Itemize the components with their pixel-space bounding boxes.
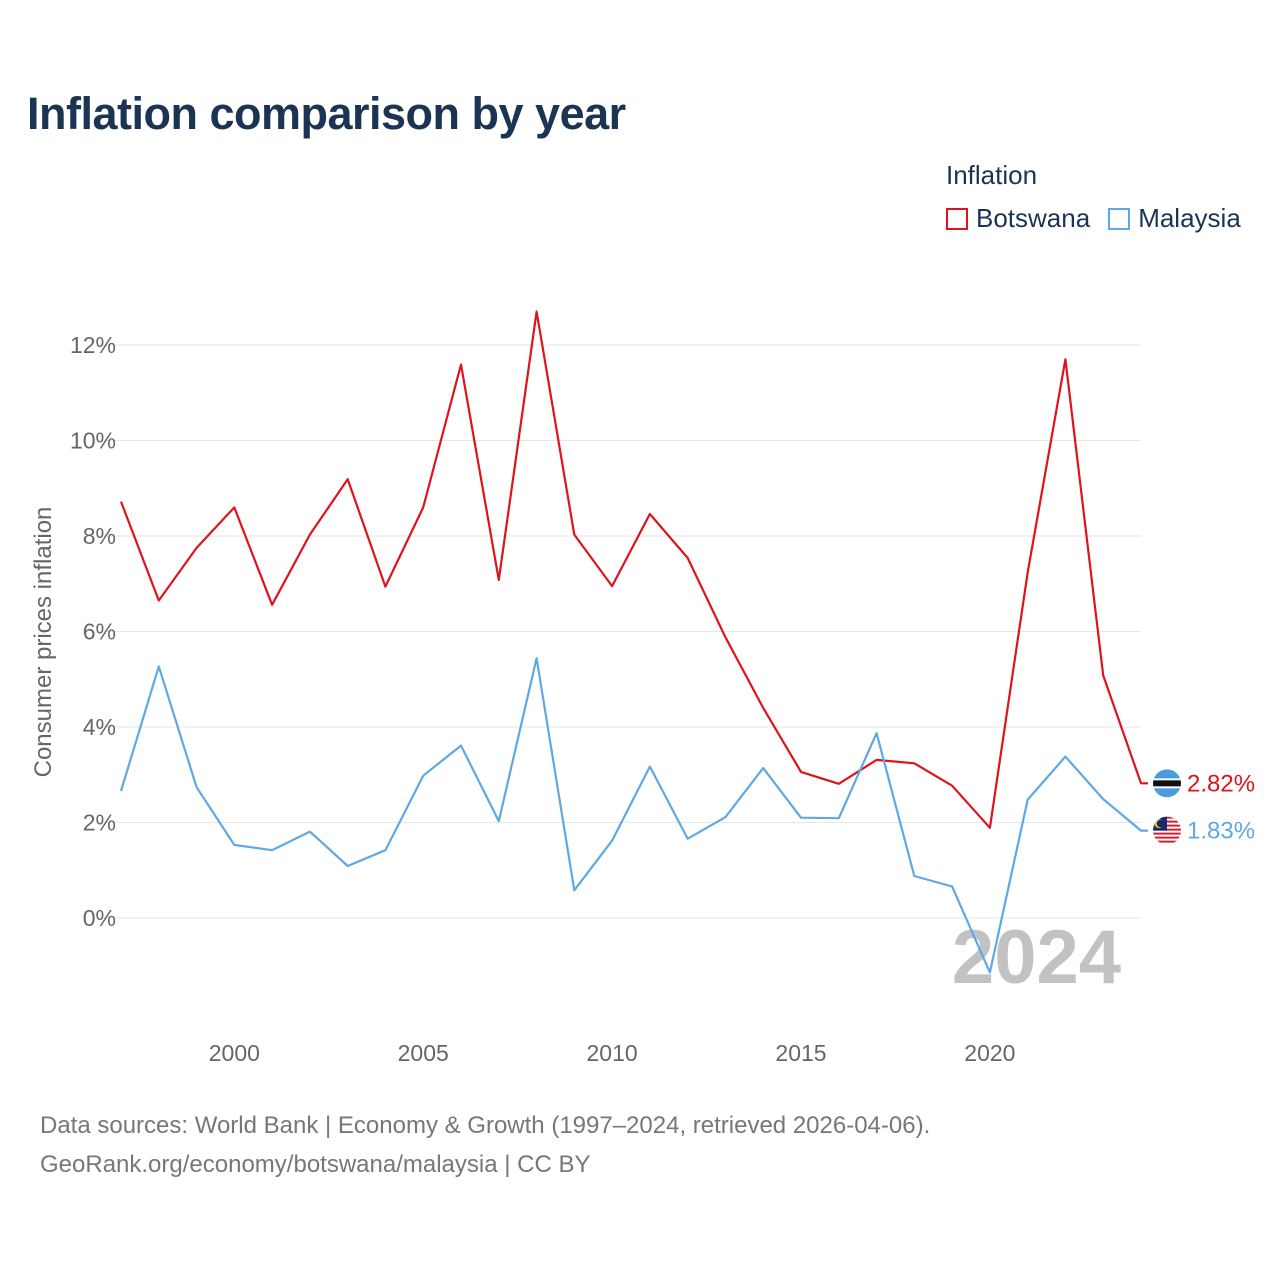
y-tick-label: 12% [70,332,116,358]
end-label-malaysia: 1.83% [1187,818,1255,845]
legend-label-botswana: Botswana [976,203,1091,233]
y-axis-label: Consumer prices inflation [30,507,57,778]
source-note: Data sources: World Bank | Economy & Gro… [40,1106,930,1184]
year-watermark: 2024 [952,915,1121,1000]
series-line-botswana [119,310,1148,829]
legend-item-botswana[interactable]: Botswana [946,203,1090,234]
y-tick-label: 8% [83,523,116,549]
y-tick-label: 4% [83,714,116,740]
legend: Inflation Botswana Malaysia [946,160,1266,234]
legend-label-malaysia: Malaysia [1138,203,1241,233]
botswana-flag-icon [1153,769,1181,798]
end-label-botswana: 2.82% [1187,770,1255,797]
x-tick-label: 2000 [209,1040,260,1066]
legend-swatch-botswana [946,207,968,230]
x-tick-label: 2015 [775,1040,826,1066]
x-tick-label: 2010 [587,1040,638,1066]
legend-item-malaysia[interactable]: Malaysia [1108,203,1241,234]
y-tick-label: 0% [83,905,116,931]
chart-title: Inflation comparison by year [27,88,626,139]
series-line-malaysia [119,657,1148,974]
legend-swatch-malaysia [1108,207,1131,230]
source-line-1: Data sources: World Bank | Economy & Gro… [40,1112,931,1139]
line-chart: 0% 2% 4% 6% 8% 10% 12% 2000 2005 2010 2015 2020 Cons… [30,310,1255,1066]
x-tick-label: 2005 [398,1040,449,1066]
y-tick-label: 6% [83,619,116,645]
y-tick-label: 10% [70,428,116,454]
x-tick-label: 2020 [964,1040,1015,1066]
y-tick-label: 2% [83,810,116,836]
legend-title: Inflation [946,160,1038,190]
malaysia-flag-icon [1153,816,1181,845]
source-line-2[interactable]: GeoRank.org/economy/botswana/malaysia | … [40,1151,591,1178]
